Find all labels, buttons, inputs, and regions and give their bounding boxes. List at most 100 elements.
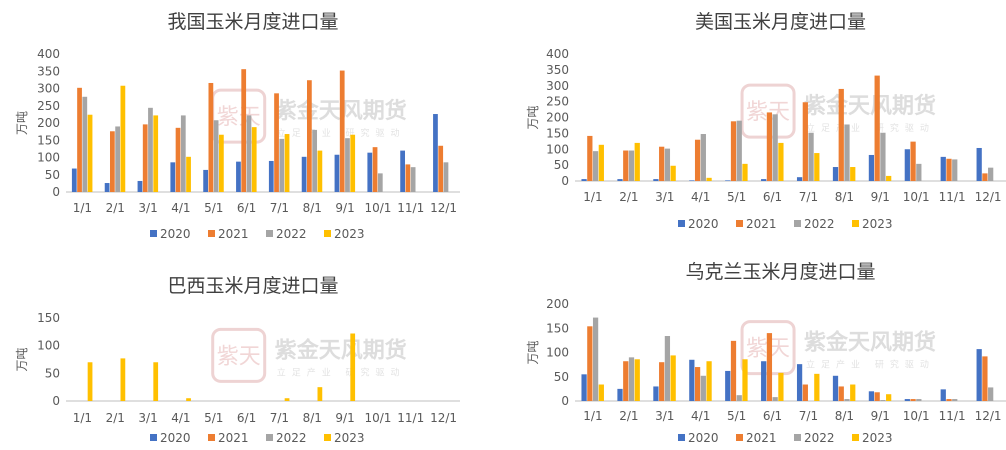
legend-label-2022: 2022 [804,431,835,445]
x-tick-label: 6/1 [763,409,782,423]
x-tick-label: 6/1 [237,201,256,215]
bar-2020-2/1 [617,388,623,401]
legend-swatch-2021 [736,220,743,227]
bar-2020-7/1 [268,160,274,192]
y-tick-label: 100 [37,339,60,353]
bar-2020-7/1 [796,177,803,181]
bar-2021-7/1 [802,384,808,401]
y-tick-label: 250 [546,95,569,109]
bar-2020-7/1 [796,364,803,401]
x-tick-label: 3/1 [655,190,674,204]
x-tick-label: 11/1 [397,411,424,425]
bar-2020-4/1 [689,359,695,401]
y-tick-label: 150 [546,321,569,335]
bar-2022-2/1 [628,150,635,181]
bar-2020-1/1 [71,168,77,192]
bar-2020-1/1 [581,179,587,181]
x-tick-label: 1/1 [73,411,92,425]
x-tick-label: 9/1 [335,201,354,215]
y-tick-label: 50 [554,158,569,172]
y-axis-label: 万吨 [15,111,29,135]
bar-2020-5/1 [725,180,731,181]
bar-2022-8/1 [844,399,850,401]
bar-2021-1/1 [587,135,593,181]
bar-2021-11/1 [946,158,952,181]
legend-label-2021: 2021 [218,431,249,445]
x-tick-label: 10/1 [903,409,930,423]
bar-2020-2/1 [617,179,623,181]
bar-2020-5/1 [725,370,731,401]
x-tick-label: 6/1 [237,411,256,425]
bar-2023-3/1 [670,165,676,181]
bar-2023-3/1 [153,362,159,401]
bar-2021-10/1 [910,141,916,181]
bar-2020-8/1 [832,167,839,181]
x-tick-label: 3/1 [655,409,674,423]
bar-2021-3/1 [142,124,148,192]
bar-2023-8/1 [850,384,856,401]
y-axis-label: 万吨 [526,340,540,364]
bar-2021-12/1 [438,145,444,192]
y-tick-label: 100 [546,346,569,360]
x-tick-label: 10/1 [364,411,391,425]
bar-2022-4/1 [180,115,186,192]
bar-2021-8/1 [306,80,312,192]
bar-2021-8/1 [838,88,844,181]
bar-2023-3/1 [153,115,159,192]
bar-2022-8/1 [844,124,850,181]
legend-swatch-2023 [324,434,331,441]
legend-label-2023: 2023 [862,217,893,231]
bar-2022-11/1 [952,399,958,401]
y-tick-label: 400 [546,47,569,61]
watermark-brand: 紫金天风期货 [804,93,936,119]
legend-label-2020: 2020 [160,431,191,445]
legend-label-2023: 2023 [862,431,893,445]
bar-2020-8/1 [301,156,307,192]
bar-2023-7/1 [814,153,820,181]
chart-title: 巴西玉米月度进口量 [167,275,338,297]
bar-2023-1/1 [87,362,93,401]
bar-2020-10/1 [367,152,373,192]
bar-2021-9/1 [874,392,880,401]
y-tick-label: 150 [37,311,60,325]
y-tick-label: 350 [546,63,569,77]
bar-2021-6/1 [766,333,773,401]
legend-label-2023: 2023 [334,431,365,445]
legend-swatch-2021 [736,434,743,441]
bar-2021-11/1 [946,399,952,401]
y-tick-label: 300 [546,79,569,93]
bar-2023-1/1 [598,144,604,181]
bar-2022-5/1 [736,395,742,401]
x-tick-label: 4/1 [691,190,710,204]
bar-2023-8/1 [317,387,323,401]
watermark-seal-text: 紫天 [217,105,261,130]
x-tick-label: 7/1 [799,409,818,423]
bar-2022-10/1 [377,173,383,192]
y-tick-label: 350 [37,64,60,78]
bar-2020-6/1 [761,179,767,181]
bar-2021-8/1 [838,386,844,401]
bar-2020-10/1 [904,399,910,401]
bar-2020-9/1 [868,154,875,181]
x-tick-label: 8/1 [835,190,854,204]
bar-2020-8/1 [832,375,839,401]
x-tick-label: 9/1 [871,409,890,423]
chart-brazil: 紫天 紫金天风期货 立足产业 研究驱动 巴西玉米月度进口量 万吨 0 50 100 150 1/1… [0,262,503,450]
legend-label-2020: 2020 [688,431,719,445]
bar-2021-6/1 [766,112,773,181]
y-tick-label: 150 [546,126,569,140]
bar-2022-9/1 [880,132,886,181]
bar-2022-7/1 [808,132,814,181]
x-tick-label: 7/1 [270,201,289,215]
bar-2023-7/1 [814,373,820,401]
x-tick-label: 5/1 [727,409,746,423]
bar-2022-6/1 [246,115,252,192]
bar-2021-4/1 [694,367,701,401]
x-tick-label: 9/1 [335,411,354,425]
y-axis-label: 万吨 [15,347,29,371]
bar-2022-4/1 [700,134,706,181]
x-tick-label: 12/1 [975,409,1002,423]
bar-2021-7/1 [802,102,808,181]
